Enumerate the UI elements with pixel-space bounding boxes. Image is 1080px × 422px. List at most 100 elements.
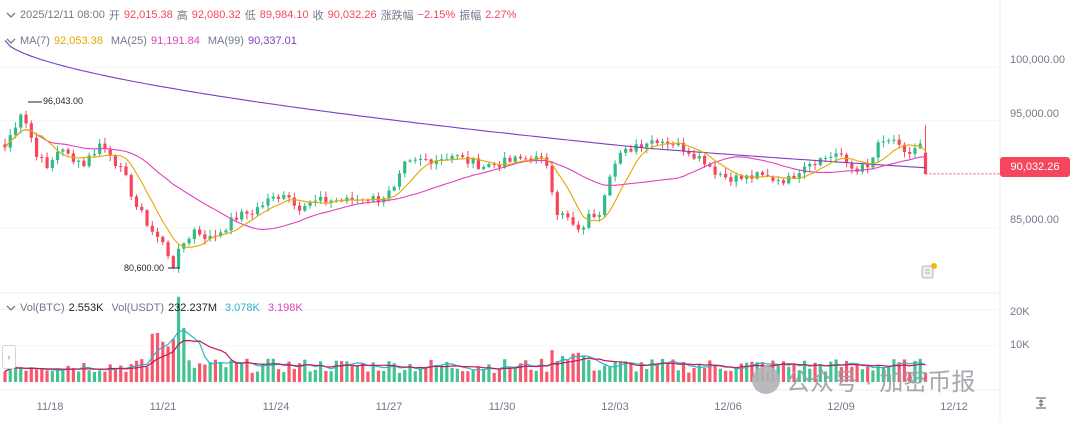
candle-body	[597, 215, 601, 218]
volume-bar	[513, 367, 517, 382]
volume-bar	[445, 361, 449, 382]
volume-bar	[660, 358, 665, 382]
candle-body	[802, 166, 807, 174]
axis-settings-icon[interactable]	[1034, 396, 1048, 410]
volume-bar	[471, 370, 475, 382]
volume-bar	[34, 369, 39, 382]
x-tick: 11/30	[488, 401, 516, 413]
candle-body	[66, 149, 70, 154]
candle-body	[324, 196, 328, 203]
volume-bar	[692, 367, 696, 382]
candle-body	[113, 155, 118, 167]
volume-bar	[860, 369, 864, 382]
candle-body	[150, 225, 154, 232]
volume-bar	[240, 362, 244, 382]
volume-bar	[823, 371, 828, 382]
candle-body	[145, 210, 149, 226]
volume-bar	[708, 360, 712, 382]
volume-bar	[524, 360, 528, 382]
volume-bar	[613, 361, 617, 382]
candle-body	[176, 248, 181, 268]
candle-body	[566, 213, 570, 218]
marks	[28, 101, 1000, 269]
ma99-value: 90,337.01	[247, 35, 297, 47]
chevron-down-icon[interactable]	[6, 303, 16, 313]
candle-body	[187, 238, 191, 244]
candle-body	[524, 158, 528, 160]
ma99-line	[4, 40, 926, 169]
volume-bar	[787, 366, 791, 382]
candle-body	[718, 173, 722, 175]
candle-body	[881, 141, 886, 143]
volume-ma-lines	[4, 329, 926, 372]
volume-bar	[918, 358, 922, 382]
ma25-line	[4, 129, 926, 230]
candle-body	[19, 114, 23, 128]
candle-body	[471, 158, 475, 164]
candle-body	[276, 196, 281, 199]
candle-body	[397, 173, 402, 187]
vol-usdt-label: Vol(USDT)	[111, 302, 165, 314]
volume-bar	[24, 370, 28, 382]
volume-bar	[603, 365, 607, 382]
candle-body	[103, 143, 107, 149]
candle-body	[487, 164, 491, 167]
candle-body	[681, 142, 686, 152]
candle-body	[529, 158, 533, 161]
candle-body	[576, 224, 580, 230]
volume-bar	[724, 370, 728, 382]
candle-body	[392, 186, 396, 191]
candle-body	[134, 196, 139, 207]
note-icon[interactable]	[921, 263, 937, 279]
volume-bar	[802, 360, 807, 382]
candle-body	[292, 197, 296, 206]
candle-body	[482, 166, 486, 169]
volume-bar	[608, 366, 612, 382]
candle-body	[434, 160, 438, 165]
volume-bar	[829, 361, 833, 382]
candle-body	[161, 236, 165, 243]
volume-bar	[355, 365, 360, 382]
volume-bar	[429, 359, 433, 382]
volume-bar	[319, 361, 323, 382]
candle-body	[608, 176, 612, 196]
candle-body	[618, 152, 623, 164]
bar-date: 2025/12/11 08:00	[20, 9, 105, 21]
candle-body	[671, 144, 675, 146]
volume-bar	[618, 361, 623, 382]
chevron-down-icon[interactable]	[6, 10, 16, 20]
volume-bar	[913, 360, 917, 382]
candle-body	[755, 172, 759, 179]
candle-body	[739, 175, 743, 179]
volume-bar	[418, 368, 423, 382]
volume-bar	[645, 368, 649, 382]
candle-body	[50, 160, 54, 168]
candle-body	[371, 196, 375, 201]
candle-body	[450, 155, 454, 160]
candle-body	[92, 153, 97, 156]
volume-bar	[492, 372, 496, 382]
candle-body	[418, 158, 423, 160]
volume-bar	[282, 372, 286, 382]
expand-arrow-icon[interactable]: ›	[2, 345, 16, 369]
volume-bar	[229, 360, 233, 382]
candle-body	[771, 176, 775, 181]
candle-body	[40, 156, 44, 158]
volume-bar	[92, 371, 97, 382]
chevron-down-icon[interactable]	[6, 36, 16, 46]
volume-bar	[403, 369, 407, 382]
candle-body	[140, 206, 144, 211]
x-tick: 11/24	[262, 401, 290, 413]
amp-value: 2.27%	[485, 9, 517, 21]
wechat-icon	[752, 365, 780, 394]
vol-btc-label: Vol(BTC)	[20, 302, 65, 314]
ma7-value: 92,053.38	[53, 35, 103, 47]
volume-bar	[276, 369, 281, 382]
volume-bar	[129, 364, 133, 382]
volume-bar	[560, 355, 565, 382]
volume-bar	[13, 366, 18, 382]
volume-bar	[297, 363, 302, 382]
candle-body	[255, 207, 260, 215]
volume-bar	[597, 370, 601, 382]
